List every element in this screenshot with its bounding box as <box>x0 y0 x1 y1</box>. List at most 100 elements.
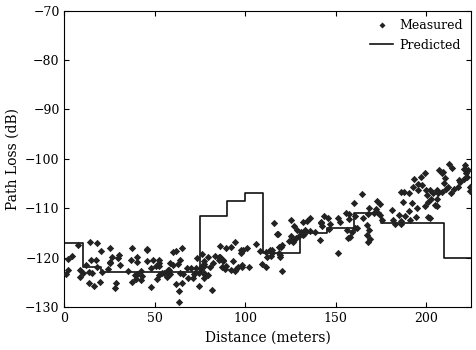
Point <box>169 249 176 255</box>
Point <box>106 260 114 266</box>
Point <box>234 264 241 270</box>
Point <box>206 264 214 269</box>
Point <box>111 285 119 290</box>
Point <box>171 248 179 254</box>
Point <box>164 270 171 276</box>
Point <box>143 258 150 264</box>
Point <box>426 187 433 193</box>
Point <box>149 257 156 262</box>
Point <box>363 232 370 238</box>
Point <box>441 186 449 191</box>
Point <box>292 235 299 241</box>
Point <box>315 237 323 243</box>
Point <box>195 283 202 289</box>
Point <box>433 190 440 196</box>
Point <box>301 228 308 234</box>
Point <box>204 272 212 278</box>
Point <box>176 270 184 276</box>
Point <box>443 184 451 190</box>
Point <box>232 266 239 271</box>
Point <box>178 280 185 286</box>
Point <box>404 190 412 196</box>
Point <box>164 267 172 272</box>
Point <box>370 210 377 216</box>
Point <box>166 260 174 266</box>
Point <box>430 202 438 208</box>
Point <box>397 189 404 195</box>
Point <box>133 254 141 260</box>
Point <box>387 207 395 213</box>
Point <box>115 252 123 258</box>
Point <box>201 272 208 278</box>
Point <box>166 271 173 277</box>
Point <box>350 225 358 230</box>
Point <box>178 245 185 251</box>
Point <box>245 264 253 269</box>
Point <box>362 222 370 228</box>
Point <box>285 239 292 244</box>
Point <box>292 227 300 232</box>
Point <box>82 262 90 268</box>
Point <box>189 275 197 281</box>
Point <box>64 268 72 273</box>
X-axis label: Distance (meters): Distance (meters) <box>205 330 330 344</box>
Point <box>267 253 274 259</box>
Point <box>131 272 139 278</box>
Point <box>341 211 349 216</box>
Point <box>447 166 455 171</box>
Point <box>306 228 313 234</box>
Point <box>324 226 332 232</box>
Point <box>306 216 313 221</box>
Point <box>336 219 343 225</box>
Point <box>364 228 372 233</box>
Point <box>155 264 163 269</box>
Point <box>98 270 106 275</box>
Point <box>317 219 324 224</box>
Point <box>76 268 83 273</box>
Point <box>221 266 228 272</box>
Point <box>461 170 469 175</box>
Point <box>394 212 402 218</box>
Point <box>343 236 351 241</box>
Point <box>357 191 365 197</box>
Point <box>195 270 202 275</box>
Point <box>203 254 211 259</box>
Point <box>295 233 302 239</box>
Point <box>275 244 283 250</box>
Point <box>290 223 298 229</box>
Point <box>221 264 229 269</box>
Point <box>275 253 283 258</box>
Point <box>238 264 246 270</box>
Point <box>76 274 84 280</box>
Point <box>106 245 113 251</box>
Point <box>400 189 407 195</box>
Point <box>93 240 101 245</box>
Legend: Measured, Predicted: Measured, Predicted <box>365 14 466 57</box>
Point <box>453 184 461 190</box>
Point <box>466 184 473 189</box>
Point <box>287 233 295 238</box>
Point <box>300 227 307 233</box>
Point <box>275 251 283 256</box>
Point <box>252 241 259 247</box>
Point <box>155 260 162 266</box>
Point <box>273 231 281 237</box>
Point <box>455 177 462 183</box>
Point <box>461 167 469 173</box>
Point <box>441 175 448 181</box>
Point <box>268 248 275 253</box>
Point <box>165 271 172 277</box>
Point <box>363 239 371 245</box>
Point <box>215 254 222 260</box>
Point <box>333 250 341 256</box>
Point <box>132 272 139 277</box>
Point <box>85 270 92 275</box>
Point <box>64 257 72 262</box>
Point <box>455 179 463 184</box>
Point <box>208 260 216 266</box>
Point <box>420 204 428 209</box>
Point <box>211 253 218 259</box>
Point <box>169 262 176 268</box>
Point <box>155 272 162 278</box>
Point <box>389 217 397 223</box>
